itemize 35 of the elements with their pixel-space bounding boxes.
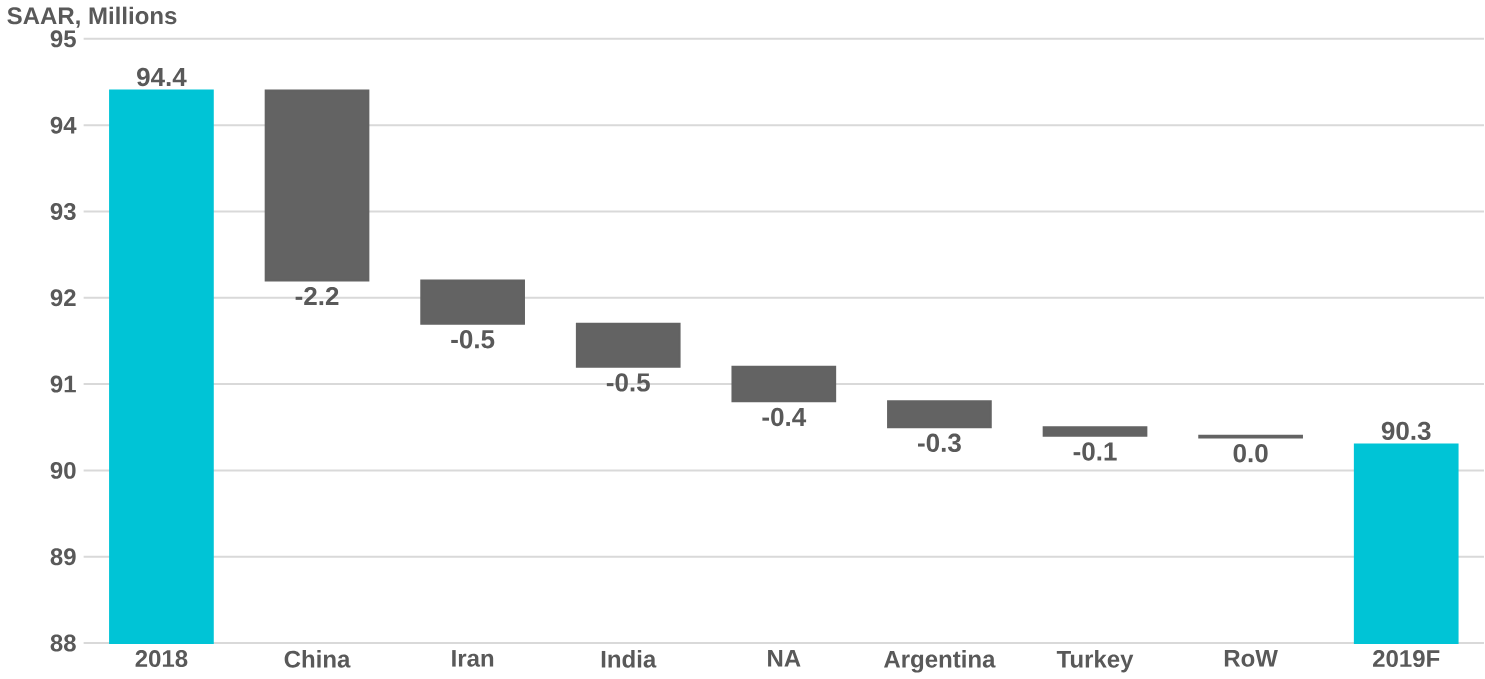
x-tick-label: NA: [768, 649, 801, 667]
bar: [420, 279, 525, 325]
data-label: -2.2: [295, 286, 339, 305]
y-tick-label: 91: [50, 375, 76, 393]
x-tick-label: Argentina: [884, 649, 996, 673]
data-label: 94.4: [137, 67, 187, 87]
bar: [887, 400, 992, 429]
data-label: -0.4: [762, 407, 807, 427]
x-tick-label: India: [601, 649, 657, 668]
bar: [1042, 426, 1148, 437]
data-label: 90.3: [1381, 421, 1431, 440]
y-tick-label: 89: [50, 548, 76, 566]
y-tick-label: 92: [50, 289, 76, 307]
x-tick-label: Iran: [452, 649, 494, 667]
y-tick-label: 88: [50, 634, 76, 652]
data-label: -0.5: [606, 373, 650, 392]
x-tick-label: 2018: [135, 649, 188, 667]
bar: [731, 365, 837, 403]
x-tick-label: 2019F: [1373, 649, 1440, 667]
data-label: 0.0: [1233, 443, 1268, 463]
y-tick-label: 93: [50, 202, 76, 220]
x-tick-label: Turkey: [1056, 649, 1134, 673]
bar: [109, 89, 214, 644]
bar: [1353, 443, 1459, 644]
data-label: -0.5: [451, 329, 495, 349]
bar: [264, 89, 370, 282]
y-tick-label: 95: [50, 30, 76, 48]
y-tick-label: 90: [50, 461, 76, 479]
y-tick-label: 94: [50, 116, 77, 134]
x-tick-label: China: [284, 649, 351, 668]
y-axis-title: SAAR, Millions: [7, 6, 177, 28]
x-tick-label: RoW: [1224, 649, 1278, 667]
data-label: -0.3: [918, 433, 961, 452]
data-label: -0.1: [1073, 442, 1117, 461]
bar: [575, 322, 681, 368]
